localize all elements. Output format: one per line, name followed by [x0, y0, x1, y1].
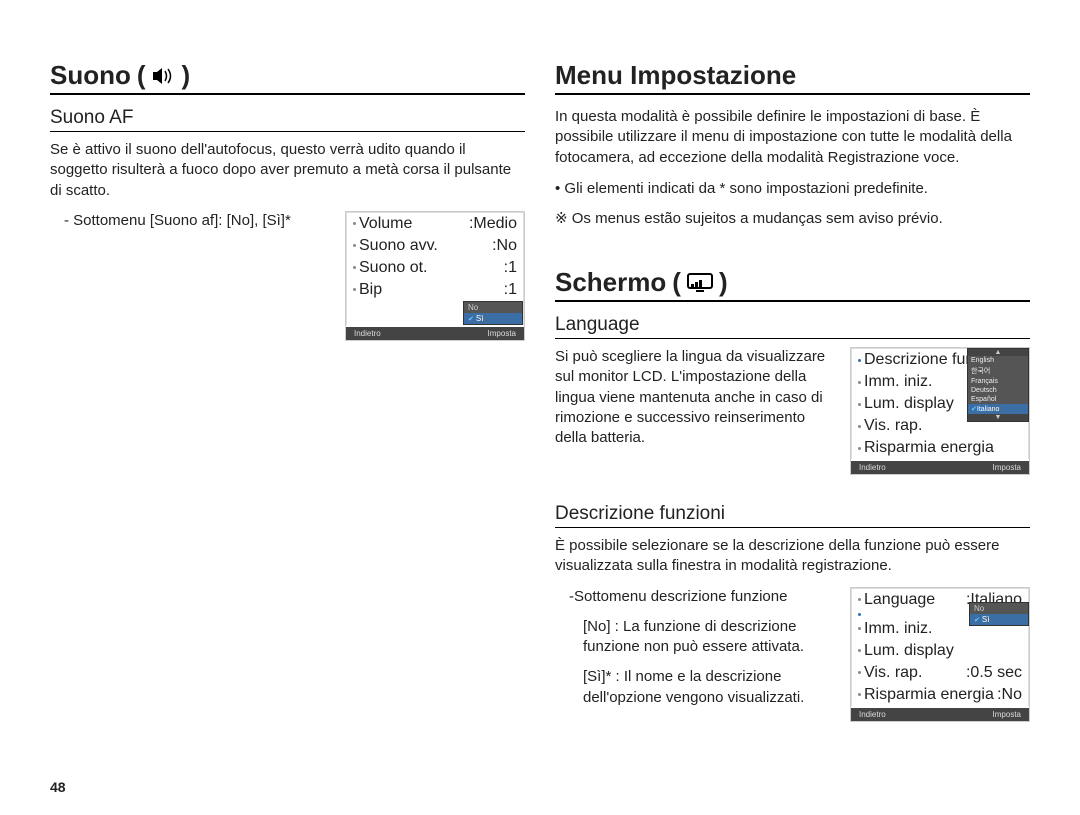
section-title-suono: Suono ( ) — [50, 60, 525, 95]
para-language: Si può scegliere la lingua da visualizza… — [555, 347, 832, 448]
lcd-row: Risparmia energia:No — [851, 684, 1029, 706]
lcd-language-dropdown: ▲English한국어FrançaisDeutschEspañol✔Italia… — [967, 348, 1029, 422]
para-menu-imp: In questa modalità è possibile definire … — [555, 107, 1030, 168]
bullet-defaults: • Gli elementi indicati da * sono impost… — [555, 178, 1030, 199]
subheading-suono-af: Suono AF — [50, 107, 525, 132]
section-title-schermo: Schermo ( ) — [555, 267, 1030, 302]
lcd-desc-set: Imposta — [993, 710, 1021, 719]
submenu-line: - Sottomenu [Suono af]: [No], [Sì]* — [50, 211, 327, 231]
title-text: Suono — [50, 60, 131, 91]
lcd-language: Descrizione funzioniImm. iniz.Lum. displ… — [850, 347, 1030, 475]
note-menus: ※ Os menus estão sujeitos a mudanças sem… — [555, 209, 1030, 229]
title-text-schermo: Schermo — [555, 267, 666, 298]
close-paren: ) — [182, 60, 191, 91]
para-descrizione: È possibile selezionare se la descrizion… — [555, 536, 1030, 577]
lcd-row: Risparmia energia — [851, 437, 1029, 459]
lcd-option: ✔Sì — [970, 614, 1028, 625]
lcd-suono-af: Volume:MedioSuono avv.:NoSuono ot.:1Bip:… — [345, 211, 525, 341]
lcd-option: ✔Sì — [464, 313, 522, 324]
desc-si: [Sì]* : Il nome e la descrizione dell'op… — [555, 667, 832, 708]
lcd-option: No — [970, 603, 1028, 614]
lcd-option: No — [464, 302, 522, 313]
section-title-menu-impostazione: Menu Impostazione — [555, 60, 1030, 95]
lcd-desc-back: Indietro — [859, 710, 886, 719]
para-suono-af: Se è attivo il suono dell'autofocus, que… — [50, 140, 525, 201]
lcd-footer-set: Imposta — [488, 329, 516, 338]
lcd-row: Vis. rap.:0.5 sec — [851, 662, 1029, 684]
lcd-dropdown: No✔Sì — [463, 301, 523, 325]
lcd-footer-back: Indietro — [354, 329, 381, 338]
lcd-language-option: ✔Italiano — [968, 404, 1028, 414]
lcd-language-option: Français — [968, 377, 1028, 386]
lcd-descrizione: Language:ItalianoImm. iniz.Lum. displayV… — [850, 587, 1030, 722]
lcd-language-option: 한국어 — [968, 365, 1028, 377]
right-column: Menu Impostazione In questa modalità è p… — [555, 60, 1030, 722]
desc-no: [No] : La funzione di descrizione funzio… — [555, 617, 832, 658]
lcd-row: Suono ot.:1 — [346, 257, 524, 279]
lcd-lang-set: Imposta — [993, 463, 1021, 472]
lcd-lang-back: Indietro — [859, 463, 886, 472]
open-paren: ( — [137, 60, 146, 91]
lcd-row: Bip:1 — [346, 279, 524, 301]
lcd-row: Volume:Medio — [346, 212, 524, 235]
left-column: Suono ( ) Suono AF Se è attivo il suono … — [50, 60, 525, 722]
lcd-dropdown: No✔Sì — [969, 602, 1029, 626]
lcd-row: Suono avv.:No — [346, 235, 524, 257]
speaker-icon — [152, 66, 176, 86]
page-number: 48 — [50, 779, 66, 795]
desc-sub: -Sottomenu descrizione funzione — [555, 587, 832, 607]
lcd-language-option: Español — [968, 395, 1028, 404]
lcd-language-option: Deutsch — [968, 386, 1028, 395]
lcd-row: Lum. display — [851, 640, 1029, 662]
lcd-language-option: English — [968, 356, 1028, 365]
subheading-language: Language — [555, 314, 1030, 339]
display-icon — [687, 273, 713, 293]
subheading-descrizione: Descrizione funzioni — [555, 503, 1030, 528]
